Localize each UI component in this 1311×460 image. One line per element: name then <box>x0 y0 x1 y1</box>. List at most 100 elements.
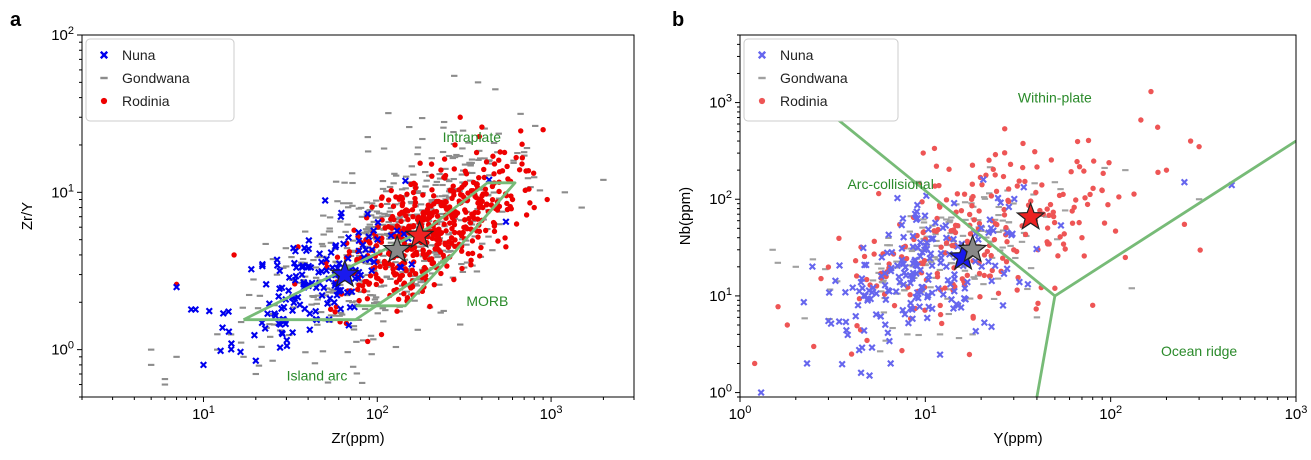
data-point <box>1044 206 1050 212</box>
field-boundary <box>1035 295 1057 397</box>
field-label: Ocean ridge <box>1161 343 1237 359</box>
data-point <box>1105 202 1111 208</box>
data-point <box>858 275 866 283</box>
series-rodinia <box>751 88 1203 367</box>
data-point <box>950 199 958 207</box>
data-point <box>1062 246 1068 252</box>
data-point <box>333 304 340 310</box>
data-point <box>1099 187 1105 193</box>
data-point <box>952 300 960 308</box>
data-point <box>393 279 400 285</box>
data-point <box>1034 164 1040 170</box>
data-point <box>914 294 922 302</box>
data-point <box>403 267 409 274</box>
data-point <box>483 202 490 208</box>
data-point <box>1044 225 1051 231</box>
data-point <box>368 246 376 254</box>
data-point <box>475 234 481 240</box>
data-point <box>401 226 407 232</box>
data-point <box>476 133 482 140</box>
data-point <box>939 290 947 299</box>
data-point <box>1024 280 1032 288</box>
data-point <box>323 299 332 308</box>
data-point <box>312 307 320 315</box>
field-label: Intraplate <box>443 129 502 145</box>
data-point <box>225 328 233 336</box>
data-point <box>406 223 412 229</box>
data-point <box>1069 220 1076 226</box>
field-label: Island arc <box>287 368 348 384</box>
data-point <box>326 295 334 303</box>
data-point <box>950 271 959 279</box>
legend: Nuna Gondwana Rodinia <box>85 38 235 122</box>
data-point <box>410 189 417 196</box>
data-point <box>863 276 870 283</box>
data-point <box>928 262 936 270</box>
data-point <box>909 232 917 240</box>
panel-letter: b <box>672 9 684 31</box>
data-point <box>427 303 433 310</box>
data-point <box>977 294 983 300</box>
data-point <box>1003 265 1011 273</box>
field-boundary <box>355 253 454 308</box>
data-point <box>357 271 365 279</box>
x-axis-label: Zr(ppm) <box>331 430 384 447</box>
data-point <box>480 204 486 211</box>
data-point <box>966 351 973 358</box>
data-point <box>933 228 940 235</box>
data-point <box>1002 126 1008 132</box>
data-point <box>1039 182 1045 188</box>
data-point <box>1005 203 1013 211</box>
data-point <box>438 270 444 277</box>
data-point <box>967 231 974 237</box>
data-point <box>356 297 362 304</box>
legend-x-marker <box>99 50 109 60</box>
data-point <box>443 228 449 234</box>
data-point <box>862 261 870 269</box>
data-point <box>916 252 924 260</box>
data-point <box>373 275 380 281</box>
data-point <box>981 272 987 279</box>
data-point <box>921 212 929 220</box>
data-point <box>948 227 954 234</box>
data-point <box>441 221 447 227</box>
data-point <box>908 315 917 323</box>
data-point <box>318 291 326 299</box>
data-point <box>860 261 869 269</box>
data-point <box>332 309 338 315</box>
data-point <box>984 258 993 266</box>
field-boundary <box>1054 139 1296 298</box>
data-point <box>881 321 889 329</box>
data-point <box>459 265 465 272</box>
data-point <box>971 257 979 265</box>
data-point <box>1074 158 1080 165</box>
data-point <box>1090 302 1096 308</box>
mean-star <box>404 219 435 249</box>
data-point <box>305 236 313 244</box>
data-point <box>199 361 208 369</box>
data-point <box>405 208 411 214</box>
data-point <box>966 211 973 218</box>
data-point <box>884 286 892 294</box>
data-point <box>976 208 982 214</box>
data-point <box>298 271 306 279</box>
data-point <box>477 253 483 259</box>
data-point <box>818 275 824 282</box>
data-point <box>1015 274 1021 281</box>
data-point <box>434 213 441 219</box>
data-point <box>865 372 874 380</box>
data-point <box>247 265 255 273</box>
data-point <box>1022 178 1028 185</box>
panel-a: Intraplate MORB Island arc 101 102 103 100 101 1… <box>10 9 635 447</box>
data-point <box>300 278 308 286</box>
data-point <box>290 299 298 307</box>
data-point <box>962 295 970 303</box>
data-point <box>271 312 280 320</box>
data-point <box>435 238 442 244</box>
data-point <box>343 289 351 297</box>
data-point <box>899 306 907 314</box>
data-point <box>943 240 950 246</box>
data-point <box>503 244 509 250</box>
data-point <box>395 296 402 302</box>
data-point <box>1014 287 1020 293</box>
